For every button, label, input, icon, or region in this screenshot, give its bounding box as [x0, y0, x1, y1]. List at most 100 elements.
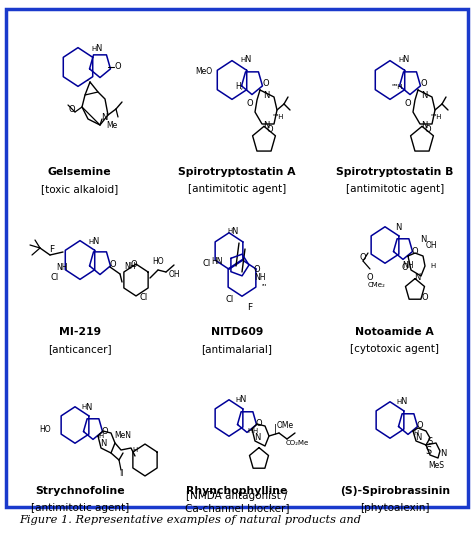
Text: O: O	[405, 99, 411, 109]
Text: [antimitotic agent]: [antimitotic agent]	[30, 503, 129, 513]
Text: Cl: Cl	[51, 273, 59, 282]
Text: O: O	[254, 266, 260, 274]
Text: O: O	[255, 420, 262, 429]
Text: O: O	[267, 125, 273, 134]
Text: HO: HO	[152, 258, 164, 267]
Text: O: O	[131, 260, 137, 269]
Text: N: N	[263, 122, 269, 131]
Text: ''': '''	[261, 283, 267, 289]
Text: H: H	[132, 447, 137, 453]
Text: N: N	[239, 395, 245, 404]
Text: (S)-Spirobrassinin: (S)-Spirobrassinin	[340, 485, 450, 496]
Text: CO₂Me: CO₂Me	[285, 440, 309, 446]
Text: ""H: ""H	[430, 114, 442, 120]
Text: CMe₂: CMe₂	[368, 282, 386, 288]
Text: N: N	[415, 434, 421, 442]
Text: Notoamide A: Notoamide A	[356, 327, 434, 337]
Text: ·: ·	[86, 76, 90, 86]
Text: Gelsemine: Gelsemine	[48, 167, 111, 177]
Text: S: S	[428, 436, 433, 446]
Text: O: O	[360, 253, 366, 261]
Text: O: O	[401, 264, 408, 273]
Text: HN: HN	[211, 256, 223, 266]
Text: [antimitotic agent]: [antimitotic agent]	[188, 184, 286, 194]
Text: H: H	[88, 239, 94, 245]
Text: O: O	[115, 63, 121, 71]
Text: OH: OH	[425, 240, 437, 249]
Text: N: N	[402, 56, 408, 64]
Text: H: H	[398, 57, 404, 63]
Text: S: S	[425, 446, 431, 456]
Text: N: N	[95, 44, 101, 53]
Text: N: N	[421, 91, 427, 100]
Text: H: H	[413, 430, 419, 436]
Text: Cl: Cl	[203, 259, 211, 267]
Text: Figure 1. Representative examples of natural products and: Figure 1. Representative examples of nat…	[19, 515, 361, 525]
Text: HO: HO	[39, 426, 51, 435]
Text: [phytoalexin]: [phytoalexin]	[360, 503, 429, 513]
Text: MeS: MeS	[428, 461, 444, 469]
Text: Cl: Cl	[140, 294, 148, 302]
Text: N: N	[395, 222, 401, 232]
Text: Spirotryptostatin B: Spirotryptostatin B	[336, 167, 454, 177]
Text: O: O	[425, 125, 431, 134]
Text: NH: NH	[402, 261, 414, 271]
Text: N: N	[414, 273, 420, 282]
Text: N: N	[420, 235, 426, 245]
Text: F: F	[247, 303, 253, 313]
Text: OMe: OMe	[276, 422, 293, 430]
Text: Spirotryptostatin A: Spirotryptostatin A	[178, 167, 296, 177]
Text: N: N	[231, 226, 237, 235]
Text: NITD609: NITD609	[211, 327, 263, 337]
Text: H: H	[247, 428, 253, 434]
Text: Rhynchophylline: Rhynchophylline	[186, 485, 288, 496]
Text: MeN: MeN	[115, 431, 131, 441]
Text: [toxic alkaloid]: [toxic alkaloid]	[41, 184, 118, 194]
Text: H: H	[82, 404, 87, 410]
Text: O: O	[109, 260, 116, 269]
Text: NH: NH	[124, 262, 136, 272]
Text: N: N	[101, 112, 107, 122]
Text: O: O	[421, 79, 428, 89]
Text: O: O	[263, 79, 269, 89]
Text: F: F	[49, 246, 55, 254]
Text: N: N	[85, 402, 91, 411]
Text: H,: H,	[235, 83, 243, 91]
Text: [cytotoxic agent]: [cytotoxic agent]	[350, 344, 439, 354]
Text: ""H: ""H	[272, 114, 284, 120]
Text: NH: NH	[254, 273, 266, 282]
Text: N: N	[100, 440, 106, 449]
Text: [antimalarial]: [antimalarial]	[201, 344, 273, 354]
Text: OH: OH	[168, 271, 180, 280]
Text: MI-219: MI-219	[59, 327, 100, 337]
Text: O: O	[422, 294, 428, 302]
Text: O: O	[367, 273, 374, 281]
Text: N: N	[92, 238, 98, 246]
Text: [antimitotic agent]: [antimitotic agent]	[346, 184, 444, 194]
Text: |: |	[273, 424, 277, 434]
Text: Strychnofoline: Strychnofoline	[35, 485, 125, 496]
Text: N: N	[263, 91, 269, 100]
Text: N: N	[244, 56, 250, 64]
Text: N: N	[440, 449, 446, 457]
Text: Me: Me	[106, 120, 118, 130]
Text: O: O	[417, 422, 423, 430]
Text: O: O	[246, 99, 253, 109]
Text: H: H	[228, 228, 233, 234]
Text: [NMDA antagonist /
Ca-channel blocker]: [NMDA antagonist / Ca-channel blocker]	[185, 491, 289, 513]
Text: H: H	[91, 46, 97, 52]
Text: ||: ||	[118, 469, 123, 476]
Text: [anticancer]: [anticancer]	[48, 344, 111, 354]
Text: N: N	[421, 122, 427, 131]
Text: ""H: ""H	[391, 84, 403, 90]
Text: O: O	[412, 246, 419, 255]
Text: N: N	[254, 433, 260, 442]
Text: H: H	[252, 428, 258, 434]
Text: H: H	[396, 399, 401, 405]
Text: H: H	[430, 263, 436, 269]
Text: H: H	[240, 57, 246, 63]
Text: H: H	[236, 397, 241, 403]
Text: N: N	[400, 397, 406, 407]
Text: MeO: MeO	[195, 68, 212, 77]
Text: Cl: Cl	[226, 295, 234, 305]
